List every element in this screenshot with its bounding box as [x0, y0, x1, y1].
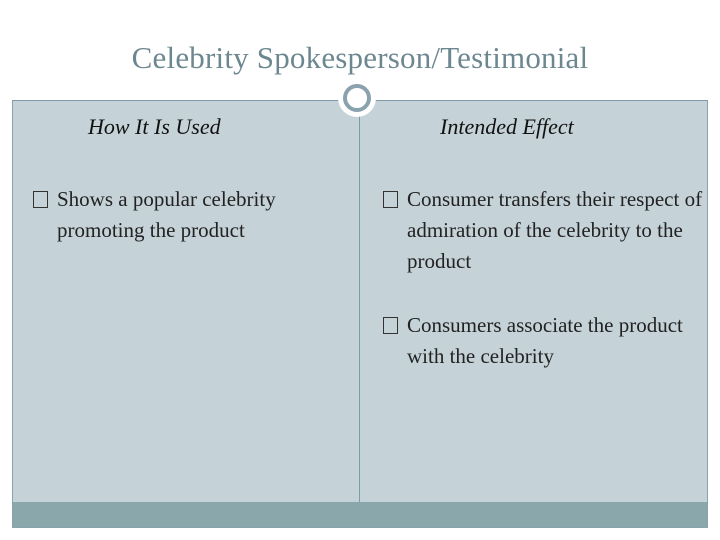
- footer-band: [13, 502, 707, 527]
- missing-glyph-box-icon: [383, 191, 398, 208]
- bullet-text: Shows a popular celebrity promoting the …: [57, 187, 276, 242]
- bullet-text: Consumers associate the product with the…: [407, 313, 683, 368]
- content-area: [13, 101, 707, 502]
- missing-glyph-box-icon: [383, 317, 398, 334]
- bullet-text: Consumer transfers their respect of admi…: [407, 187, 703, 273]
- right-bullet-item: Consumer transfers their respect of admi…: [383, 184, 713, 277]
- slide-title: Celebrity Spokesperson/Testimonial: [131, 40, 589, 75]
- right-bullet-item: Consumers associate the product with the…: [383, 310, 713, 372]
- right-column-heading: Intended Effect: [440, 114, 574, 139]
- left-bullet-item: Shows a popular celebrity promoting the …: [33, 184, 353, 246]
- column-divider: [359, 101, 360, 502]
- left-column-heading: How It Is Used: [88, 114, 221, 139]
- circle-ornament-icon: [343, 84, 371, 112]
- missing-glyph-box-icon: [33, 191, 48, 208]
